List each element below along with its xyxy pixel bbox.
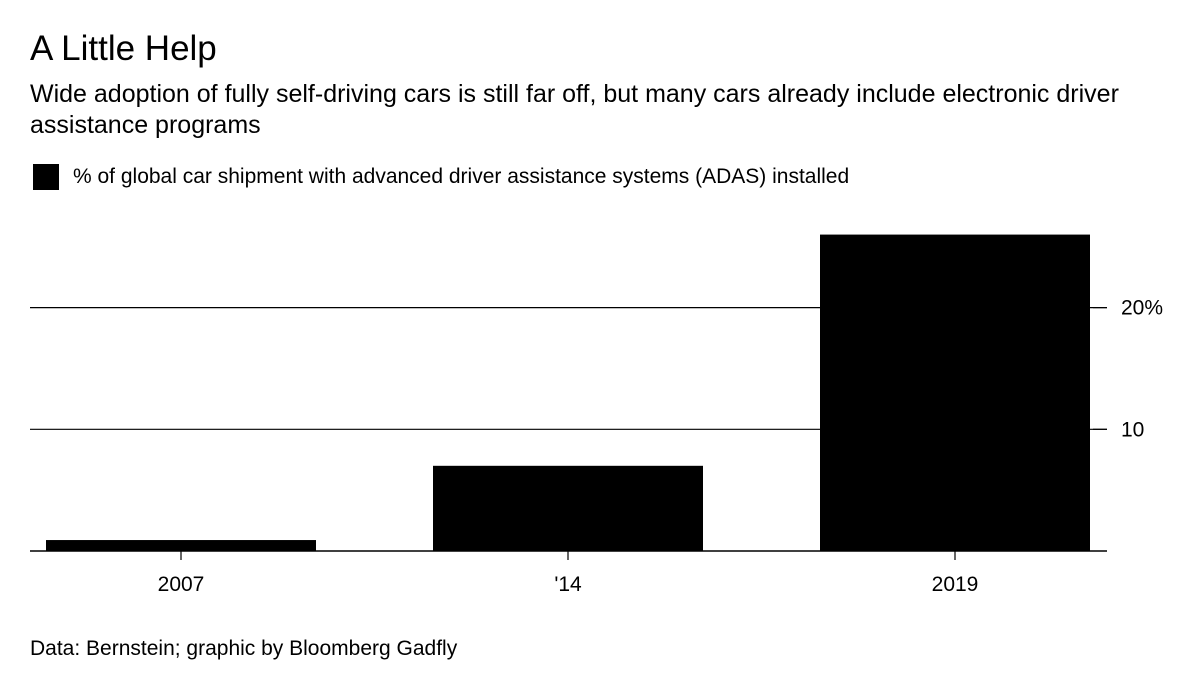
bar-chart: 2007 '14 2019 10 20% xyxy=(30,234,1163,596)
bar xyxy=(433,465,703,551)
y-axis-ticks: 10 20% xyxy=(1093,297,1163,441)
chart-subtitle: Wide adoption of fully self-driving cars… xyxy=(30,80,1119,139)
legend-label: % of global car shipment with advanced d… xyxy=(73,165,850,188)
x-tick-label: 2019 xyxy=(932,573,979,596)
legend: % of global car shipment with advanced d… xyxy=(33,164,849,190)
legend-swatch xyxy=(33,164,59,190)
chart-title: A Little Help xyxy=(30,29,217,68)
x-tick-label: '14 xyxy=(554,573,582,596)
bars xyxy=(46,234,1090,551)
y-tick-label: 20% xyxy=(1121,297,1163,320)
bar xyxy=(46,540,316,551)
y-tick-label: 10 xyxy=(1121,418,1144,441)
bar xyxy=(820,234,1090,551)
x-axis-ticks: 2007 '14 2019 xyxy=(158,551,979,596)
source-note: Data: Bernstein; graphic by Bloomberg Ga… xyxy=(30,637,458,660)
x-tick-label: 2007 xyxy=(158,573,205,596)
